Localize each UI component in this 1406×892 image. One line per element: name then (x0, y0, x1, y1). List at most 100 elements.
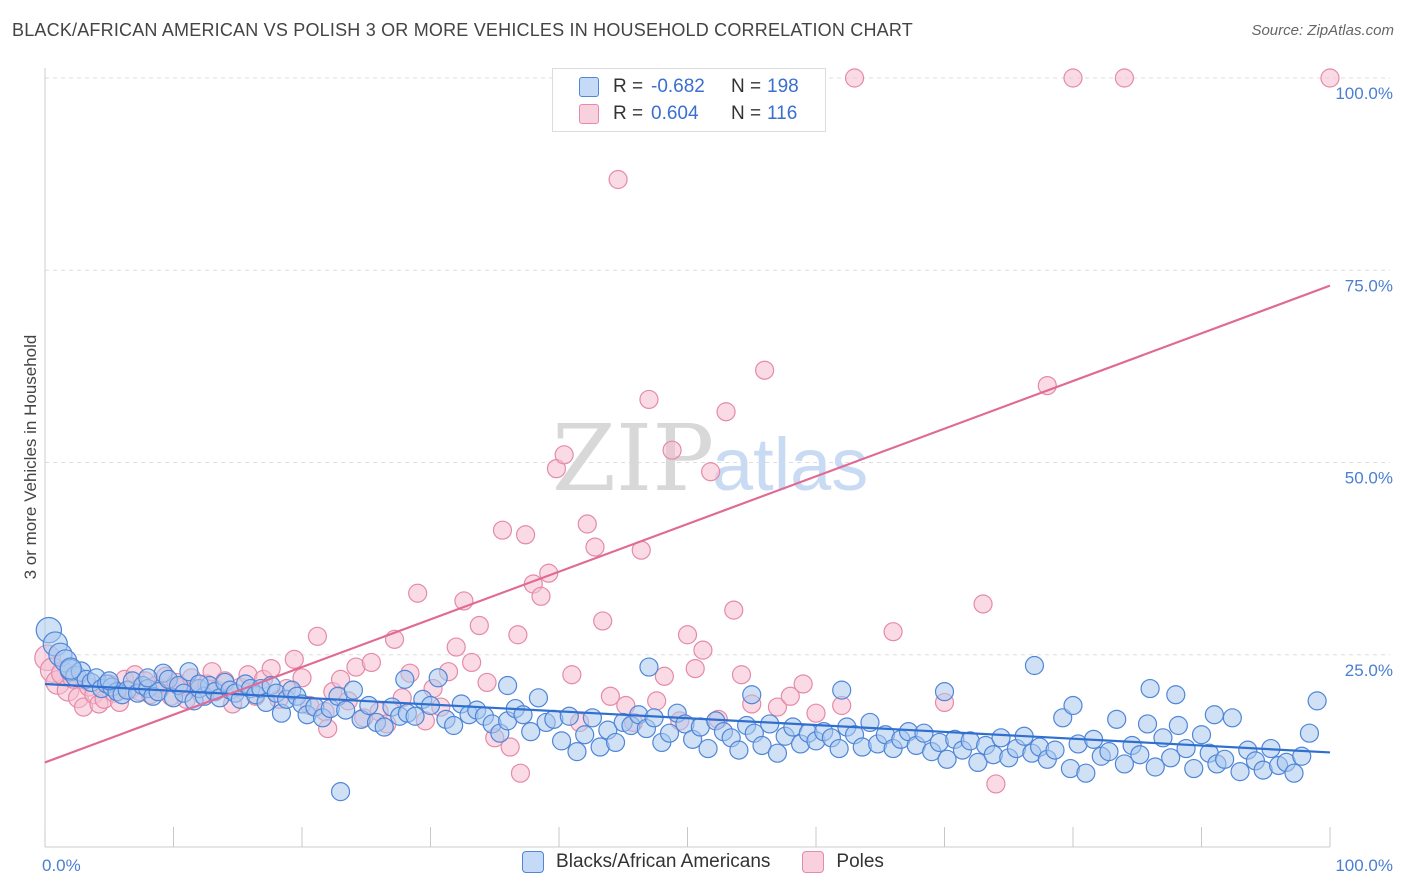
blacks-point (929, 732, 949, 753)
blacks-point (1024, 655, 1045, 676)
blacks-point (1161, 748, 1181, 768)
blacks-point (1299, 723, 1320, 743)
poles-point (531, 586, 551, 606)
legend-item-poles[interactable]: Poles (802, 851, 884, 873)
blacks-point (1145, 757, 1165, 777)
source-label: Source: ZipAtlas.com (1251, 22, 1394, 39)
poles-point (767, 697, 788, 717)
x-tick-label-min: 0.0% (42, 856, 81, 875)
blacks-point (575, 725, 595, 745)
axes (44, 68, 1331, 848)
blacks-point (1184, 758, 1204, 779)
blacks-point (1222, 708, 1242, 728)
y-axis-label: 3 or more Vehicles in Household (21, 335, 40, 580)
blacks-point (138, 668, 158, 688)
poles-point (716, 402, 736, 422)
blacks-point (99, 671, 119, 691)
blacks-point (1130, 745, 1150, 765)
blacks-point (1307, 691, 1327, 711)
series-legend: Blacks/African Americans Poles (0, 851, 1406, 873)
legend-label-blacks: Blacks/African Americans (556, 851, 771, 872)
poles-point (1063, 68, 1083, 88)
poles-point (577, 514, 597, 534)
blacks-point (934, 682, 955, 702)
blacks-point (179, 662, 199, 682)
poles-point (1320, 68, 1340, 88)
poles-point (693, 640, 713, 660)
poles-point (973, 594, 993, 614)
trend-lines (44, 284, 1331, 764)
blacks-point (1114, 754, 1135, 774)
poles-point (677, 625, 698, 645)
blacks-point (395, 669, 415, 689)
legend-r-value: 0.604 (651, 103, 699, 124)
blacks-point (937, 749, 957, 769)
blacks-point (189, 674, 209, 694)
poles-point (883, 622, 903, 642)
blacks-point (729, 740, 749, 760)
legend-n-label: N = (731, 76, 762, 97)
legend-item-blacks[interactable]: Blacks/African Americans (522, 851, 770, 873)
poles-point (701, 462, 721, 482)
blacks-point (1140, 678, 1160, 699)
poles-point (562, 665, 582, 685)
blacks-point (1076, 763, 1096, 783)
poles-point (685, 658, 705, 679)
poles-point (469, 615, 489, 636)
blacks-point (544, 709, 564, 729)
poles-point (639, 389, 659, 410)
poles-point (462, 652, 482, 673)
legend-swatch-pink (802, 851, 825, 873)
poles-point (284, 649, 304, 669)
blacks-point (582, 708, 603, 728)
poles-point (261, 658, 281, 679)
blacks-point (528, 688, 549, 708)
blacks-point (1053, 708, 1073, 728)
legend-swatch-pink (579, 104, 599, 124)
poles-point (292, 668, 312, 688)
poles-point (510, 763, 531, 783)
blacks-point (1230, 762, 1250, 782)
poles-point (793, 674, 813, 694)
blacks-point (330, 782, 351, 802)
poles-point (307, 626, 328, 646)
blacks-point (521, 722, 541, 742)
poles-point (1037, 376, 1057, 396)
blacks-point (968, 752, 988, 773)
poles-point (731, 665, 752, 685)
tick-labels: 25.0% 50.0% 75.0% 100.0% 0.0% 100.0% (42, 84, 1393, 875)
poles-point (608, 169, 628, 190)
poles-point (780, 686, 800, 706)
poles-point (508, 625, 528, 645)
blacks-point (405, 706, 425, 726)
blacks-point (698, 738, 718, 759)
blacks-point (1284, 763, 1304, 783)
poles-point (844, 68, 865, 88)
grid-lines (45, 77, 1390, 656)
y-tick-label: 50.0% (1345, 469, 1393, 488)
watermark-zip: ZIP (552, 405, 714, 512)
legend-n-value: 116 (767, 103, 798, 124)
blacks-point (742, 685, 762, 705)
blacks-point (659, 723, 680, 743)
legend-swatch-blue (522, 851, 545, 873)
blacks-point (1191, 725, 1212, 745)
blacks-point (752, 735, 772, 756)
y-tick-label: 75.0% (1345, 276, 1393, 295)
blacks-point (1166, 685, 1186, 705)
blacks-point (336, 700, 356, 720)
blacks-point (605, 732, 626, 753)
blacks-trend-line (44, 682, 1331, 754)
poles-point (515, 525, 536, 545)
blacks-point (991, 728, 1011, 748)
poles-point (446, 637, 466, 657)
poles-point (593, 611, 613, 631)
blacks-point (983, 745, 1003, 765)
legend-n-label: N = (731, 103, 762, 124)
blacks-point (1045, 740, 1065, 760)
poles-point (408, 583, 428, 603)
legend-r-label: R = (613, 103, 644, 124)
poles-point (986, 774, 1006, 794)
blacks-point (567, 742, 587, 762)
x-tick-label-max: 100.0% (1335, 856, 1393, 875)
